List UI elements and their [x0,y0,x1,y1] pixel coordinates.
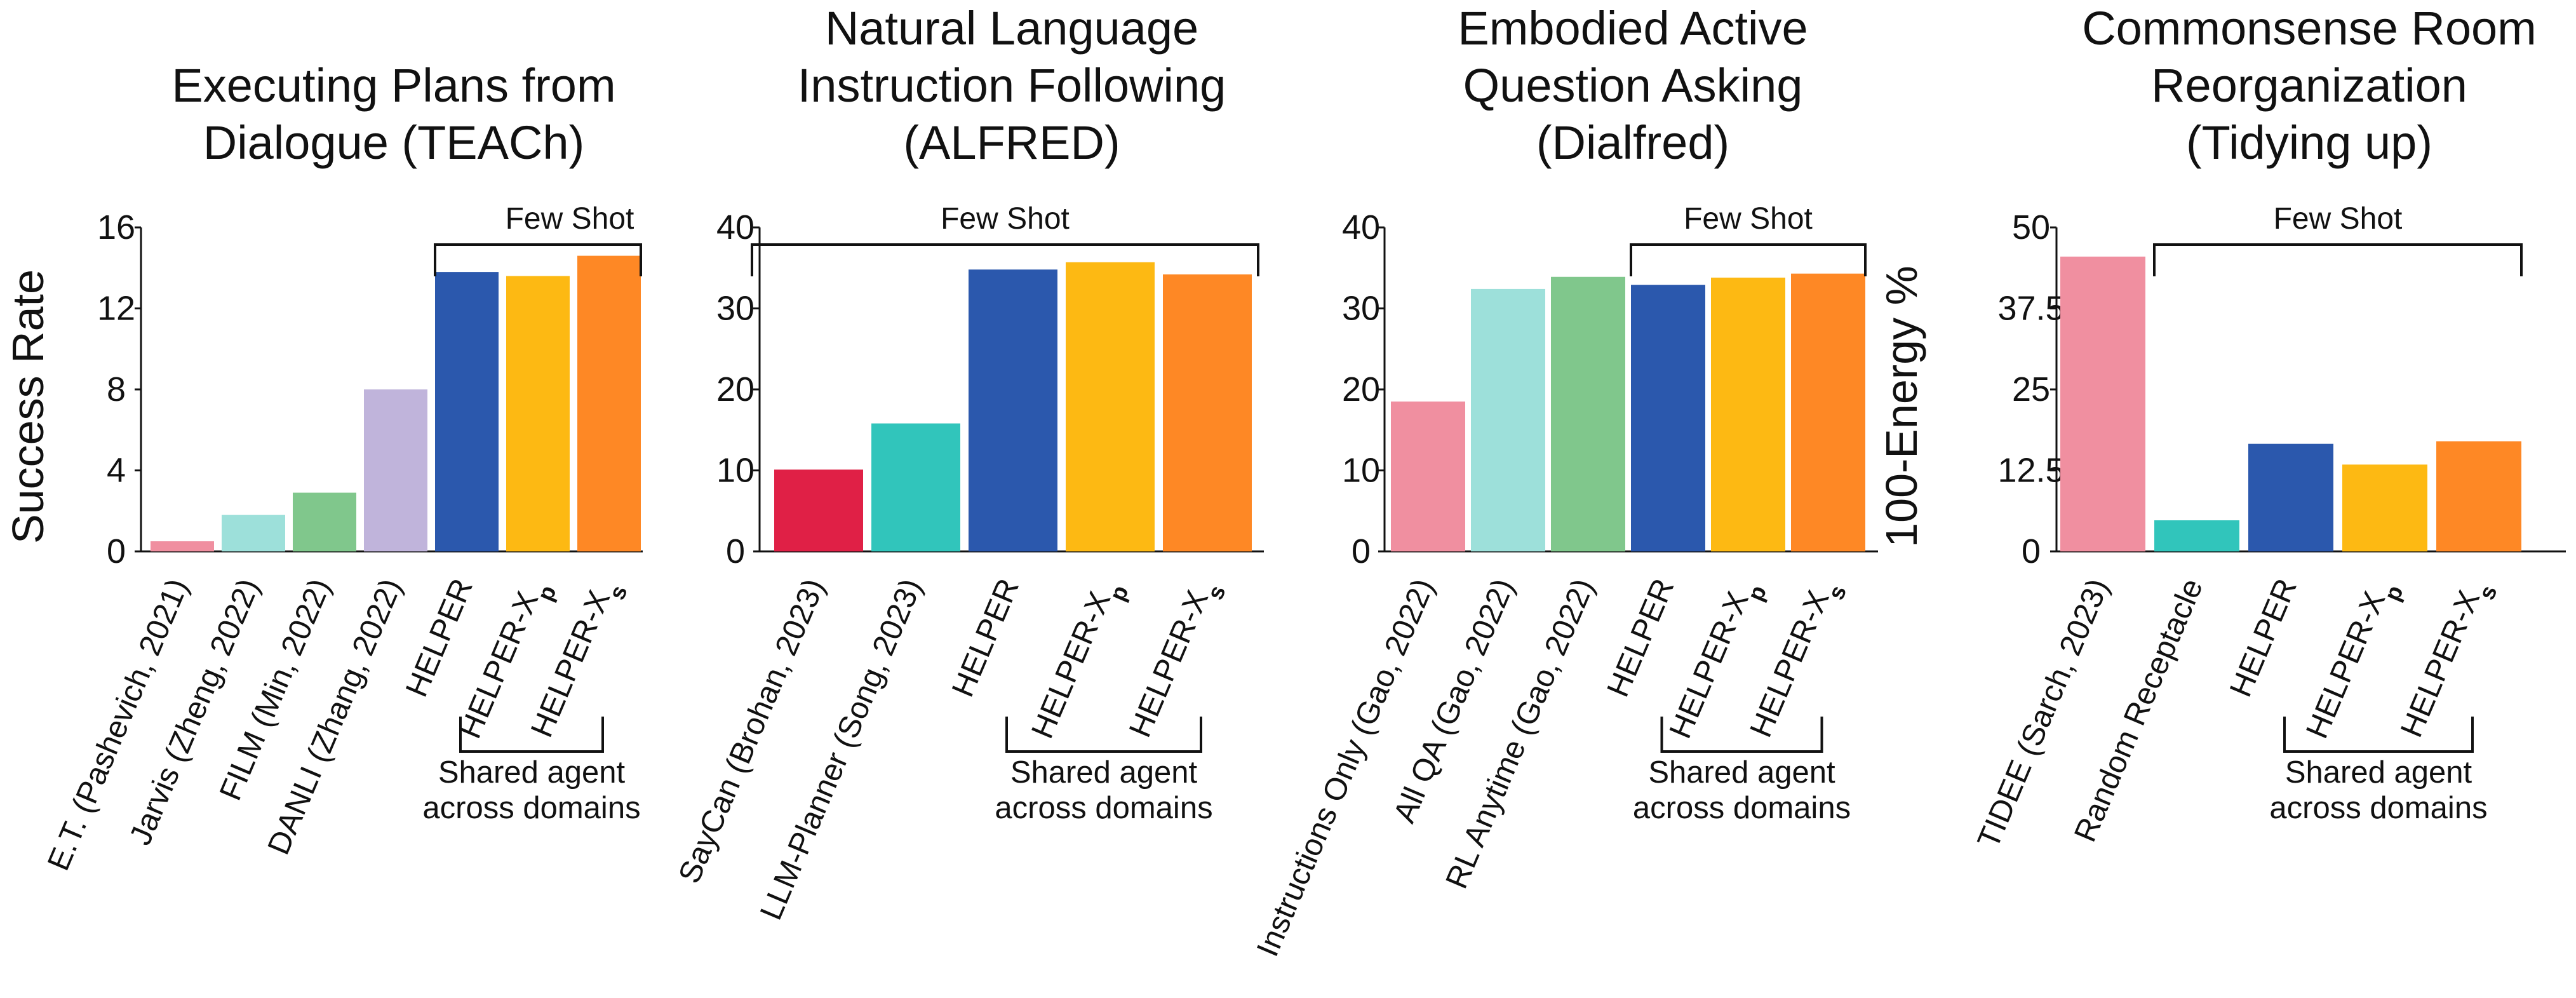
x-tick-label: HELPER-Xp [1025,574,1133,748]
bar [222,515,285,551]
shared-agent-bracket [2283,717,2474,753]
y-tick-label: 30 [716,290,755,328]
bar [1066,262,1155,551]
y-axis-label: 100-Energy % [1877,266,1926,548]
x-tick-label: Jarvis (Zheng, 2022) [123,574,266,850]
y-tick-label: 4 [107,452,126,490]
bar [151,541,214,551]
y-tick-label: 10 [716,452,755,490]
y-tick-label: 0 [726,532,745,570]
chart-title-line: Question Asking [1463,59,1803,112]
y-tick-label: 40 [716,208,755,246]
y-tick-label: 20 [1342,370,1380,408]
few-shot-bracket [434,243,642,276]
bar [577,255,641,551]
chart-title-line: Natural Language [825,2,1198,55]
x-tick-label: HELPER [1600,574,1680,702]
bar [364,389,427,551]
bar [2342,464,2427,551]
shared-agent-label: across domains [422,791,640,825]
y-tick-label: 30 [1342,290,1380,328]
bar [969,269,1057,551]
few-shot-bracket [1630,243,1867,276]
bar [2060,256,2145,551]
chart-title-line: Commonsense Room [2082,2,2537,55]
shared-agent-label: Shared agent [438,755,626,790]
few-shot-label: Few Shot [1684,202,1813,236]
bar [2154,520,2239,551]
chart-title-line: Reorganization [2151,59,2467,112]
x-tick-label: HELPER-Xs [2394,574,2502,746]
few-shot-bracket [2153,243,2523,276]
chart-title-line: Embodied Active [1458,2,1808,55]
shared-agent-label: Shared agent [1010,755,1198,790]
shared-agent-bracket [459,717,604,753]
bar [1791,273,1865,551]
x-tick-label: DANLI (Zhang, 2022) [261,574,408,860]
x-tick-label: HELPER [2224,574,2304,702]
shared-agent-bracket [1660,717,1823,753]
y-tick-label: 16 [97,208,135,246]
bar [1551,276,1625,551]
chart-title-line: (Dialfred) [1536,116,1729,169]
x-tick-label: HELPER-Xs [1123,574,1230,746]
bar [1631,285,1705,551]
x-tick-label: HELPER [946,574,1026,702]
y-tick-label: 40 [1342,208,1380,246]
bar [774,469,863,551]
y-axis-label: Success Rate [3,269,53,544]
x-tick-label: HELPER-Xp [2300,574,2408,748]
shared-agent-bracket [1005,717,1202,753]
y-tick-label: 12 [97,290,135,328]
x-tick-label: HELPER [399,574,480,702]
y-tick-label: 50 [2012,208,2050,246]
y-tick-label: 25 [2012,370,2050,408]
y-tick-label: 0 [2022,532,2041,570]
few-shot-bracket [751,243,1259,276]
bar [2436,441,2521,551]
y-tick-label: 20 [716,370,755,408]
y-tick-label: 0 [107,532,126,570]
bar [1163,274,1252,551]
bar [1711,278,1785,551]
bar [2248,443,2333,551]
few-shot-label: Few Shot [506,202,634,236]
y-tick-label: 10 [1342,452,1380,490]
shared-agent-label: across domains [2269,791,2487,825]
chart-title-line: Dialogue (TEACh) [203,116,584,169]
y-tick-label: 8 [107,370,126,408]
chart-title-line: (Tidying up) [2186,116,2432,169]
chart-title-line: (ALFRED) [903,116,1120,169]
bar [293,492,356,551]
x-tick-label: RL Anytime (Gao, 2022) [1439,574,1600,893]
chart-title-line: Executing Plans from [171,59,615,112]
chart-title-line: Instruction Following [798,59,1226,112]
bar [871,423,960,551]
y-tick-label: 0 [1352,532,1371,570]
bar [1471,288,1545,551]
bar [1391,401,1465,551]
few-shot-label: Few Shot [2274,202,2403,236]
shared-agent-label: Shared agent [2285,755,2472,790]
shared-agent-label: across domains [1633,791,1851,825]
y-tick-label: 37.5 [1997,290,2064,328]
y-tick-label: 12.5 [1997,452,2064,490]
shared-agent-label: across domains [995,791,1212,825]
shared-agent-label: Shared agent [1648,755,1835,790]
few-shot-label: Few Shot [941,202,1070,236]
bar [506,276,570,551]
bar [435,272,499,551]
